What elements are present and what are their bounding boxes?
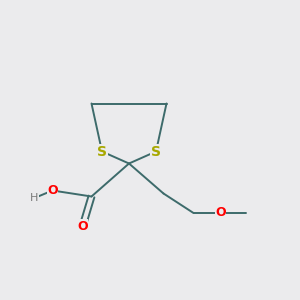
Text: H: H [30,193,39,203]
Text: S: S [151,145,161,158]
Text: O: O [215,206,226,220]
Text: S: S [97,145,107,158]
Text: O: O [77,220,88,233]
Text: O: O [47,184,58,197]
